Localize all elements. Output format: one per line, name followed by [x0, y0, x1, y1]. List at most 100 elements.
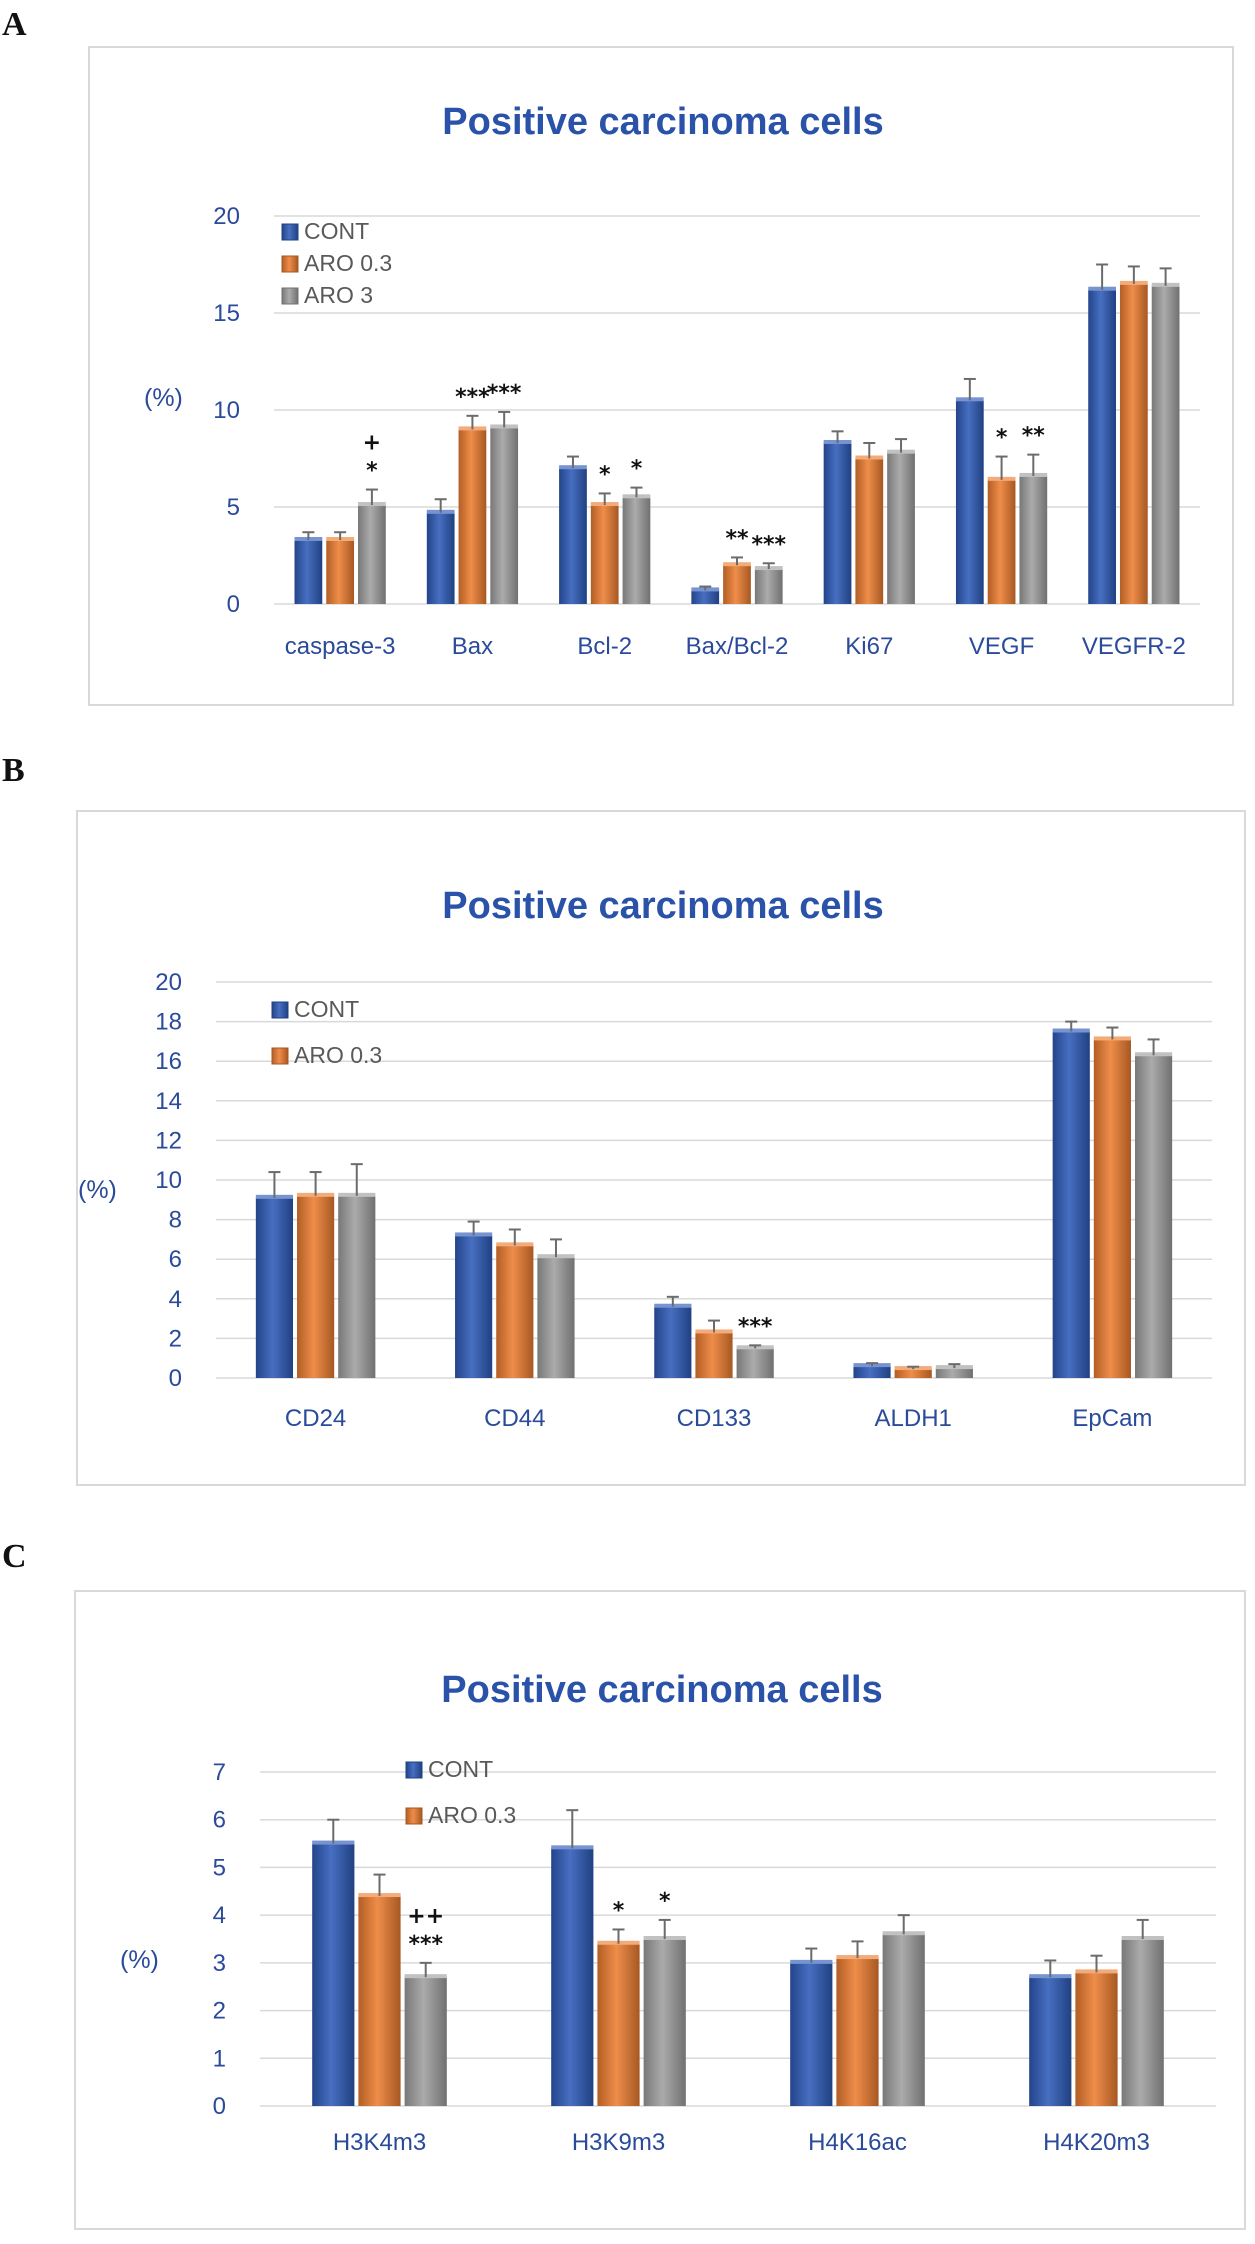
significance-marker: * [366, 459, 378, 484]
bar-bax-aro-3 [490, 427, 519, 604]
x-category-label: caspase-3 [285, 633, 396, 660]
bar-h3k4m3-cont [312, 1843, 355, 2106]
y-axis-label: (%) [120, 1946, 159, 1974]
bar-h3k9m3-cont [551, 1848, 594, 2106]
y-axis-label: (%) [144, 384, 183, 412]
significance-marker: * [613, 1898, 625, 1923]
significance-marker: *** [487, 381, 522, 406]
bar-bcl-2-aro-3 [622, 497, 651, 604]
x-category-label: CD44 [484, 1405, 545, 1432]
y-tick-label: 4 [213, 1902, 226, 1929]
significance-marker: *** [738, 1314, 773, 1339]
chart-panel-b: Positive carcinoma cells 0 2 4 6 8 10 12 14 16 18 2… [76, 810, 1246, 1486]
bar-bax-cont [426, 512, 455, 604]
significance-marker: ++ [407, 1904, 444, 1929]
y-tick-label: 6 [169, 1246, 182, 1273]
legend-label: ARO 0.3 [428, 1802, 516, 1828]
bar-vegfr-2-aro-3 [1151, 285, 1180, 604]
legend-swatch-aro-0-3 [405, 1807, 423, 1825]
chart-title: Positive carcinoma cells [442, 885, 883, 927]
legend-swatch-cont [271, 1001, 289, 1019]
legend-label: CONT [304, 218, 369, 244]
bar-epcam-cont [1052, 1031, 1090, 1378]
significance-marker: *** [408, 1932, 443, 1957]
chart-title: Positive carcinoma cells [441, 1669, 882, 1711]
panel-letter-b: B [2, 752, 25, 789]
significance-marker: ** [725, 526, 749, 551]
significance-marker: * [631, 457, 643, 482]
x-category-label: Bax [452, 633, 493, 660]
bar-aldh1-aro-0-3 [894, 1369, 932, 1378]
bar-bax-bcl-2-aro-0-3 [723, 565, 751, 604]
bar-aldh1-cont [853, 1366, 891, 1378]
bar-h4k20m3-cont [1029, 1977, 1072, 2106]
bar-cd44-aro-3 [537, 1257, 575, 1378]
bar-vegf-aro-0-3 [987, 479, 1016, 604]
legend-swatch-cont [281, 223, 299, 241]
bar-h4k16ac-cont [790, 1962, 833, 2106]
bar-ki67-aro-3 [887, 452, 915, 604]
x-category-label: ALDH1 [875, 1405, 952, 1432]
significance-marker: *** [751, 532, 786, 557]
y-tick-label: 8 [169, 1207, 182, 1234]
significance-marker: * [996, 426, 1008, 451]
significance-marker: ** [1022, 424, 1046, 449]
y-tick-label: 10 [213, 397, 240, 424]
significance-marker: *** [455, 385, 490, 410]
bar-h3k4m3-aro-3 [404, 1977, 447, 2106]
bar-bax-aro-0-3 [458, 429, 487, 604]
y-tick-label: 15 [213, 300, 240, 327]
y-tick-label: 10 [155, 1167, 182, 1194]
significance-marker: * [659, 1889, 671, 1914]
legend-swatch-aro-3 [281, 287, 299, 305]
y-tick-label: 4 [169, 1286, 182, 1313]
legend-swatch-cont [405, 1761, 423, 1779]
y-tick-label: 0 [169, 1365, 182, 1392]
y-tick-label: 0 [227, 591, 240, 618]
bar-h4k16ac-aro-3 [882, 1934, 925, 2106]
y-tick-label: 2 [169, 1325, 182, 1352]
bar-bax-bcl-2-cont [691, 590, 720, 604]
x-category-label: Bax/Bcl-2 [686, 633, 789, 660]
bar-cd44-cont [455, 1235, 493, 1378]
bar-aldh1-aro-3 [935, 1368, 973, 1378]
y-tick-label: 5 [213, 1854, 226, 1881]
y-tick-label: 3 [213, 1950, 226, 1977]
bar-caspase-3-aro-3 [358, 505, 386, 604]
x-category-label: EpCam [1072, 1405, 1152, 1432]
x-category-label: CD133 [677, 1405, 752, 1432]
bar-h3k9m3-aro-0-3 [597, 1943, 640, 2106]
bar-h4k16ac-aro-0-3 [836, 1958, 879, 2106]
bar-cd44-aro-0-3 [496, 1245, 534, 1378]
bar-caspase-3-cont [294, 539, 323, 604]
bar-h4k20m3-aro-0-3 [1075, 1972, 1118, 2106]
legend-swatch-aro-0-3 [281, 255, 299, 273]
chart-svg-a: Positive carcinoma cells 0 5 10 15 20 (%) caspa… [144, 101, 1200, 660]
bar-bcl-2-aro-0-3 [590, 505, 619, 604]
legend-label: ARO 3 [304, 282, 373, 308]
y-tick-label: 2 [213, 1998, 226, 2025]
legend-swatch-aro-0-3 [271, 1047, 289, 1065]
bar-h3k4m3-aro-0-3 [358, 1896, 401, 2106]
bar-epcam-aro-3 [1134, 1055, 1173, 1378]
bar-bax-bcl-2-aro-3 [754, 569, 783, 604]
bar-vegfr-2-cont [1088, 289, 1116, 604]
x-category-label: H3K9m3 [572, 2129, 665, 2156]
chart-panel-c: Positive carcinoma cells 0 1 2 3 4 5 6 7 (%) H3K4m… [74, 1590, 1246, 2230]
y-tick-label: 1 [213, 2045, 226, 2072]
bar-vegf-aro-3 [1019, 475, 1048, 604]
y-tick-label: 12 [155, 1127, 182, 1154]
x-category-label: Bcl-2 [577, 633, 632, 660]
x-category-label: VEGF [969, 633, 1034, 660]
bar-epcam-aro-0-3 [1093, 1039, 1131, 1378]
y-tick-label: 14 [155, 1088, 182, 1115]
x-category-label: H4K16ac [808, 2129, 907, 2156]
panel-letter-c: C [2, 1538, 27, 1575]
y-tick-label: 6 [213, 1807, 226, 1834]
bar-cd24-aro-0-3 [297, 1195, 335, 1378]
chart-panel-a: Positive carcinoma cells 0 5 10 15 20 (%) caspa… [88, 46, 1234, 706]
chart-title: Positive carcinoma cells [442, 101, 883, 143]
chart-svg-c: Positive carcinoma cells 0 1 2 3 4 5 6 7 (%) H3K4m… [120, 1669, 1216, 2156]
chart-svg-b: Positive carcinoma cells 0 2 4 6 8 10 12 14 16 18 2… [78, 885, 1212, 1432]
bar-ki67-cont [823, 442, 852, 604]
